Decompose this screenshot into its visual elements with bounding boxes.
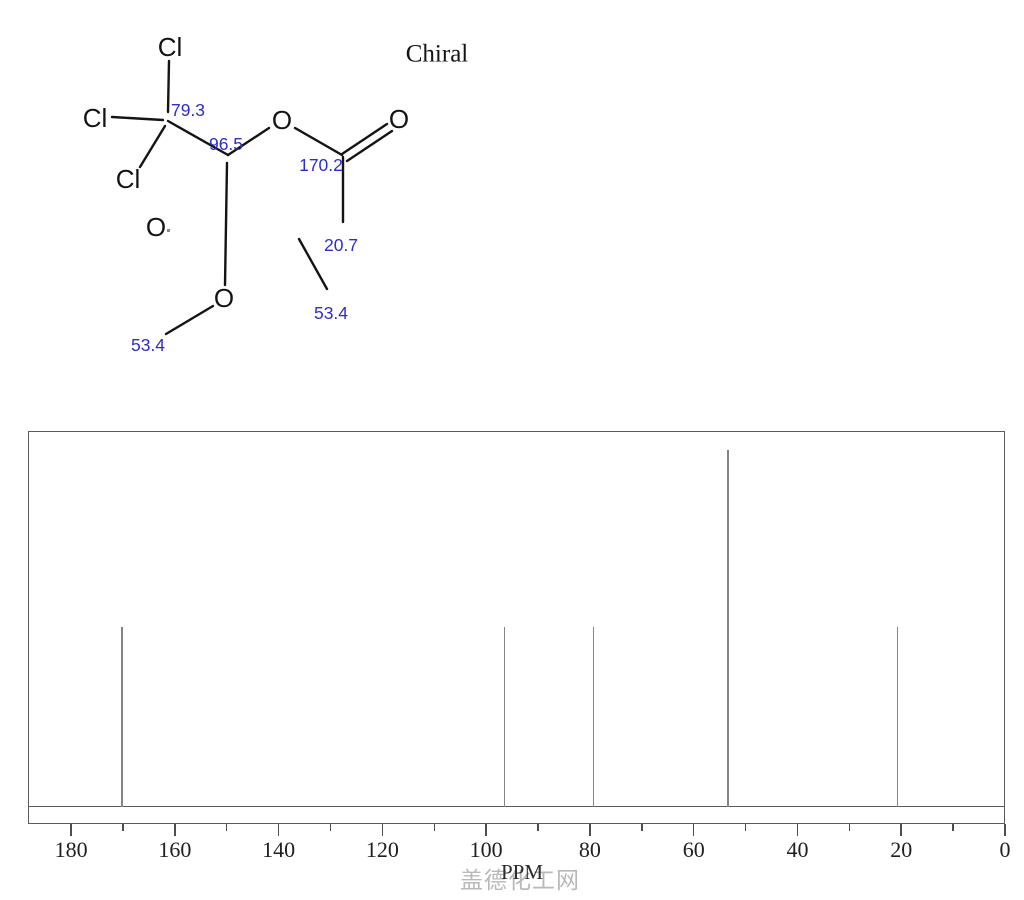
x-axis-minor-tick — [848, 824, 851, 831]
x-axis-minor-tick — [952, 824, 954, 831]
x-axis-major-tick — [692, 824, 695, 836]
x-axis-tick-label: 0 — [999, 837, 1011, 862]
x-axis-minor-tick — [329, 824, 332, 831]
shift-label-acetyl-methyl: 20.7 — [324, 235, 358, 255]
x-axis-minor-tick — [744, 824, 747, 831]
x-axis-major-tick — [900, 824, 902, 836]
x-axis-tick-label: 80 — [578, 837, 601, 862]
x-axis-title: PPM — [500, 860, 544, 884]
x-axis-tick-label: 160 — [158, 837, 192, 862]
x-axis-tick-label: 180 — [54, 837, 88, 862]
atom-label-o-ester: O — [272, 105, 292, 135]
atom-label-o-carbonyl: O — [389, 104, 409, 134]
shift-label-methoxy-right: 53.4 — [314, 303, 348, 323]
x-axis-tick-label: 20 — [890, 837, 913, 862]
x-axis-minor-tick — [433, 824, 435, 831]
bond-cl-top — [166, 59, 171, 114]
atom-label-cl-top: Cl — [158, 32, 183, 62]
x-axis-tick-label: 100 — [469, 837, 503, 862]
bond-ccl3-ch — [166, 119, 230, 157]
chiral-label: Chiral — [406, 41, 469, 68]
bond-ch-oester — [226, 126, 271, 157]
molecule-structure: Cl Cl Cl O O O O 79.3 96.5 170.2 20.7 53… — [83, 32, 469, 355]
x-axis-major-tick — [485, 824, 487, 836]
spectrum-peak — [121, 627, 123, 807]
x-axis-tick-label: 60 — [682, 837, 705, 862]
x-axis-major-tick — [174, 824, 176, 836]
x-axis-strip — [28, 806, 1005, 824]
x-axis-minor-tick — [537, 824, 539, 831]
x-axis-minor-tick — [225, 824, 228, 831]
x-axis-major-tick — [589, 824, 591, 836]
bond-cl-bottom — [138, 124, 167, 169]
x-axis-major-tick — [277, 824, 280, 836]
x-axis-minor-tick — [641, 824, 643, 831]
x-axis-major-tick — [381, 824, 384, 836]
shift-label-ccl3: 79.3 — [171, 100, 205, 120]
atom-label-cl-left: Cl — [83, 103, 108, 133]
atom-label-o-methoxy: O — [214, 283, 234, 313]
atom-label-cl-bottom: Cl — [116, 164, 141, 194]
spectrum-peak — [592, 627, 595, 807]
x-axis-tick-label: 120 — [365, 837, 399, 862]
watermark-text: 盖德化工网 — [460, 867, 580, 893]
bond-cl-left — [110, 115, 165, 122]
x-axis-major-tick — [1004, 824, 1006, 836]
spectrum-peak — [896, 627, 899, 807]
bond-omethoxy-methyl — [164, 304, 215, 336]
artifact-dot — [167, 229, 170, 232]
spectrum-peak — [503, 627, 506, 807]
shift-label-methoxy-left: 53.4 — [131, 335, 165, 355]
atom-label-o-partial: O — [146, 212, 166, 242]
spectrum-peak — [727, 450, 729, 807]
bond-carbonyl-double-1 — [340, 122, 389, 156]
x-axis-major-tick — [70, 824, 72, 836]
bond-ch-omethoxy — [223, 161, 229, 287]
bond-carbonyl-double-2 — [345, 129, 394, 163]
shift-label-methine: 96.5 — [209, 134, 243, 154]
x-axis-tick-label: 140 — [262, 837, 296, 862]
shift-label-carbonyl: 170.2 — [299, 155, 343, 175]
spectrum-plot-area — [28, 431, 1005, 807]
bond-stray-methyl — [297, 237, 329, 291]
x-axis-major-tick — [796, 824, 799, 836]
bond-oester-carbonyl — [293, 126, 344, 157]
x-axis-minor-tick — [122, 824, 124, 831]
x-axis-tick-label: 40 — [786, 837, 809, 862]
